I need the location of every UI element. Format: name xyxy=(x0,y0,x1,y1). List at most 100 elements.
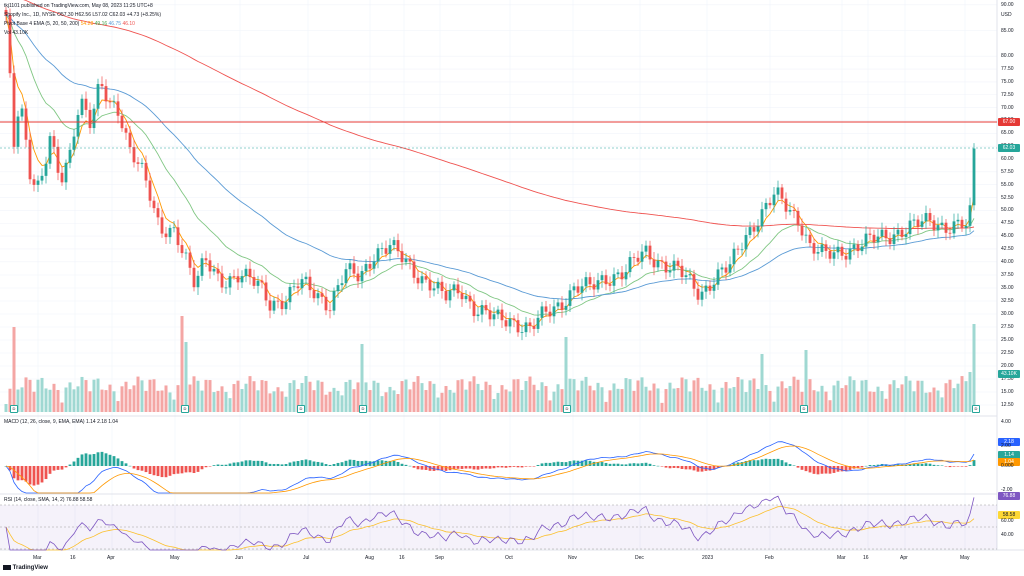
macd-histogram-bar xyxy=(164,466,168,478)
candle-body xyxy=(404,258,408,263)
candle-body xyxy=(180,245,184,254)
macd-histogram-bar xyxy=(168,466,172,476)
volume-bar xyxy=(124,381,128,412)
volume-bar xyxy=(724,381,728,412)
candle-body xyxy=(280,300,284,310)
candle-body xyxy=(476,314,480,317)
macd-histogram-bar xyxy=(80,454,84,466)
candle-body xyxy=(372,261,376,269)
macd-histogram-bar xyxy=(692,466,696,471)
candle-body xyxy=(184,252,188,254)
macd-histogram-bar xyxy=(864,465,868,467)
rsi-pane xyxy=(5,495,975,551)
macd-histogram-bar xyxy=(248,460,252,466)
volume-bar xyxy=(808,379,812,412)
time-tick: 16 xyxy=(863,555,869,561)
volume-bar xyxy=(496,392,500,412)
macd-histogram-bar xyxy=(876,464,880,466)
macd-histogram-bar xyxy=(588,460,592,466)
macd-histogram-bar xyxy=(672,466,676,468)
volume-bar xyxy=(184,342,188,412)
candle-body xyxy=(736,248,740,250)
macd-histogram-bar xyxy=(352,459,356,466)
macd-histogram-bar xyxy=(596,462,600,466)
macd-histogram-bar xyxy=(532,466,536,467)
volume-bar xyxy=(560,389,564,412)
macd-signal-line xyxy=(5,445,975,494)
time-tick: Aug xyxy=(365,555,374,561)
macd-histogram-bar xyxy=(8,466,12,471)
volume-bar xyxy=(580,380,584,412)
candle-body xyxy=(956,219,960,222)
candle-body xyxy=(160,217,164,234)
dividend-flag[interactable]: D xyxy=(563,405,571,413)
dividend-flag[interactable]: D xyxy=(800,405,808,413)
volume-bar xyxy=(72,389,76,412)
volume-bar xyxy=(656,388,660,412)
price-tick: 47.50 xyxy=(1001,220,1014,227)
candle-body xyxy=(780,187,784,199)
candle-body xyxy=(176,227,180,246)
candle-body xyxy=(40,175,44,181)
macd-histogram-bar xyxy=(624,464,628,466)
macd-histogram-bar xyxy=(764,458,768,466)
ema-legend[interactable]: Pivot Base 4 EMA (5, 20, 50, 200) 54.28 … xyxy=(4,21,135,27)
time-tick: May xyxy=(960,555,970,561)
volume-bar xyxy=(728,388,732,412)
macd-histogram-bar xyxy=(600,462,604,466)
macd-histogram-bar xyxy=(468,466,472,469)
dividend-flag[interactable]: D xyxy=(359,405,367,413)
candle-body xyxy=(204,258,208,261)
rsi-legend[interactable]: RSI (14, close, SMA, 14, 2) 76.88 58.58 xyxy=(4,497,93,503)
candle-body xyxy=(108,101,112,103)
macd-histogram-bar xyxy=(200,466,204,470)
volume-bar xyxy=(304,376,308,412)
candle-body xyxy=(840,246,844,256)
macd-histogram-bar xyxy=(520,466,524,468)
price-tick: 37.50 xyxy=(1001,272,1014,278)
volume-bar xyxy=(260,380,264,412)
volume-bar xyxy=(388,386,392,412)
dividend-flag[interactable]: D xyxy=(972,405,980,413)
dividend-flag[interactable]: D xyxy=(10,405,18,413)
volume-bar xyxy=(904,376,908,412)
candle-body xyxy=(408,258,412,262)
dividend-flag[interactable]: D xyxy=(181,405,189,413)
candle-body xyxy=(92,108,96,129)
macd-histogram-bar xyxy=(348,459,352,466)
volume-bar xyxy=(104,390,108,412)
volume-bar xyxy=(296,389,300,412)
candle-body xyxy=(4,9,8,16)
macd-histogram-bar xyxy=(872,465,876,466)
macd-histogram-bar xyxy=(800,466,804,470)
candle-body xyxy=(384,248,388,254)
candle-body xyxy=(740,249,744,251)
candle-body xyxy=(844,255,848,260)
macd-histogram-bar xyxy=(396,462,400,466)
macd-histogram-bar xyxy=(152,466,156,476)
macd-histogram-bar xyxy=(412,466,416,468)
volume-bar xyxy=(32,391,36,412)
dividend-flag[interactable]: D xyxy=(297,405,305,413)
volume-legend[interactable]: Vol 43.10K xyxy=(4,30,29,36)
volume-bar xyxy=(844,385,848,412)
symbol-line[interactable]: Shopify Inc., 1D, NYSE O57.30 H62.56 L57… xyxy=(4,12,162,18)
volume-bar xyxy=(536,390,540,412)
volume-bar xyxy=(840,388,844,412)
time-tick: Apr xyxy=(900,555,908,561)
candle-body xyxy=(488,310,492,320)
candle-body xyxy=(708,285,712,291)
ema200-line xyxy=(23,0,975,230)
volume-bar xyxy=(520,389,524,412)
volume-bar xyxy=(484,381,488,412)
macd-histogram-bar xyxy=(64,466,68,468)
macd-legend[interactable]: MACD (12, 26, close, 9, EMA, EMA) 1.14 2… xyxy=(4,419,118,425)
macd-histogram-bar xyxy=(292,461,296,466)
volume-bar xyxy=(956,383,960,412)
candle-body xyxy=(44,163,48,176)
candle-body xyxy=(532,325,536,329)
macd-histogram-bar xyxy=(420,466,424,470)
volume-bar xyxy=(444,386,448,412)
candle-body xyxy=(664,261,668,273)
